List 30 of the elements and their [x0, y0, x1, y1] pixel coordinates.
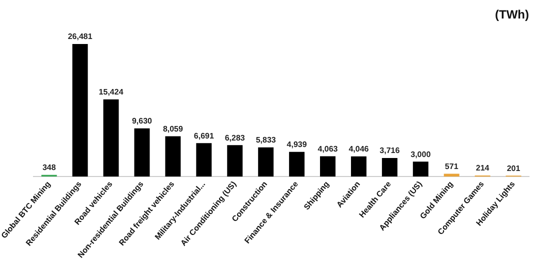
bar	[444, 174, 460, 177]
data-label: 8,059	[162, 124, 184, 134]
bar	[258, 147, 274, 177]
data-label: 15,424	[98, 88, 124, 97]
data-label: 26,481	[68, 32, 93, 42]
data-label: 6,283	[224, 133, 246, 142]
data-label: 214	[476, 164, 490, 173]
chart-title: (TWh)	[495, 8, 529, 22]
bar	[412, 162, 428, 177]
bar	[103, 99, 119, 177]
data-label: 6,691	[194, 131, 214, 140]
data-label: 4,046	[348, 144, 370, 154]
data-label: 3,716	[380, 146, 400, 156]
bar	[320, 156, 336, 177]
bar	[227, 145, 243, 177]
data-label: 571	[444, 162, 459, 171]
bar	[196, 143, 212, 177]
bar	[165, 136, 181, 177]
data-label: 3,000	[410, 150, 432, 159]
data-label: 4,063	[318, 144, 338, 154]
bar	[72, 44, 88, 177]
bar	[134, 128, 150, 177]
data-label: 5,833	[256, 136, 276, 145]
data-label: 201	[506, 164, 521, 173]
data-label: 9,630	[132, 116, 153, 126]
data-label: 348	[42, 163, 56, 172]
bar	[289, 152, 305, 177]
bar	[350, 156, 366, 177]
data-label: 4,939	[286, 140, 308, 150]
bar	[382, 158, 398, 177]
